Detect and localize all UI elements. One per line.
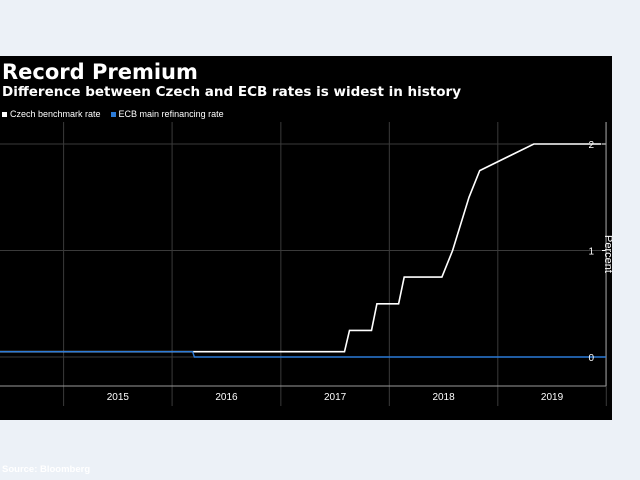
- legend-label-ecb: ECB main refinancing rate: [118, 109, 224, 119]
- y-tick-label: 2: [588, 140, 594, 151]
- legend: Czech benchmark rate ECB main refinancin…: [2, 107, 234, 121]
- chart-panel: 2015 2016 2017 2018 2019 0 1 2 Percent Record Pr…: [0, 56, 612, 475]
- y-tick-label: 0: [588, 353, 594, 364]
- legend-item-czech: Czech benchmark rate: [2, 109, 101, 119]
- legend-swatch-ecb: [110, 111, 116, 117]
- plot-area: 2015 2016 2017 2018 2019 0 1 2 Percent: [0, 122, 612, 406]
- x-tick-label: 2016: [215, 392, 238, 403]
- x-tick-label: 2017: [324, 392, 347, 403]
- series-line-czech: [0, 143, 602, 353]
- series-line-ecb: [0, 351, 606, 358]
- x-tick-label: 2018: [432, 392, 455, 403]
- chart-subtitle: Difference between Czech and ECB rates i…: [2, 84, 461, 100]
- chart-title: Record Premium: [2, 60, 198, 84]
- legend-label-czech: Czech benchmark rate: [10, 109, 101, 119]
- legend-item-ecb: ECB main refinancing rate: [110, 109, 224, 119]
- x-tick-label: 2015: [107, 392, 130, 403]
- x-tick-label: 2019: [541, 392, 564, 403]
- y-tick-label: 1: [588, 247, 594, 258]
- y-axis-title: Percent: [602, 235, 612, 273]
- legend-swatch-czech: [2, 111, 7, 117]
- source-note: Source: Bloomberg: [2, 464, 91, 475]
